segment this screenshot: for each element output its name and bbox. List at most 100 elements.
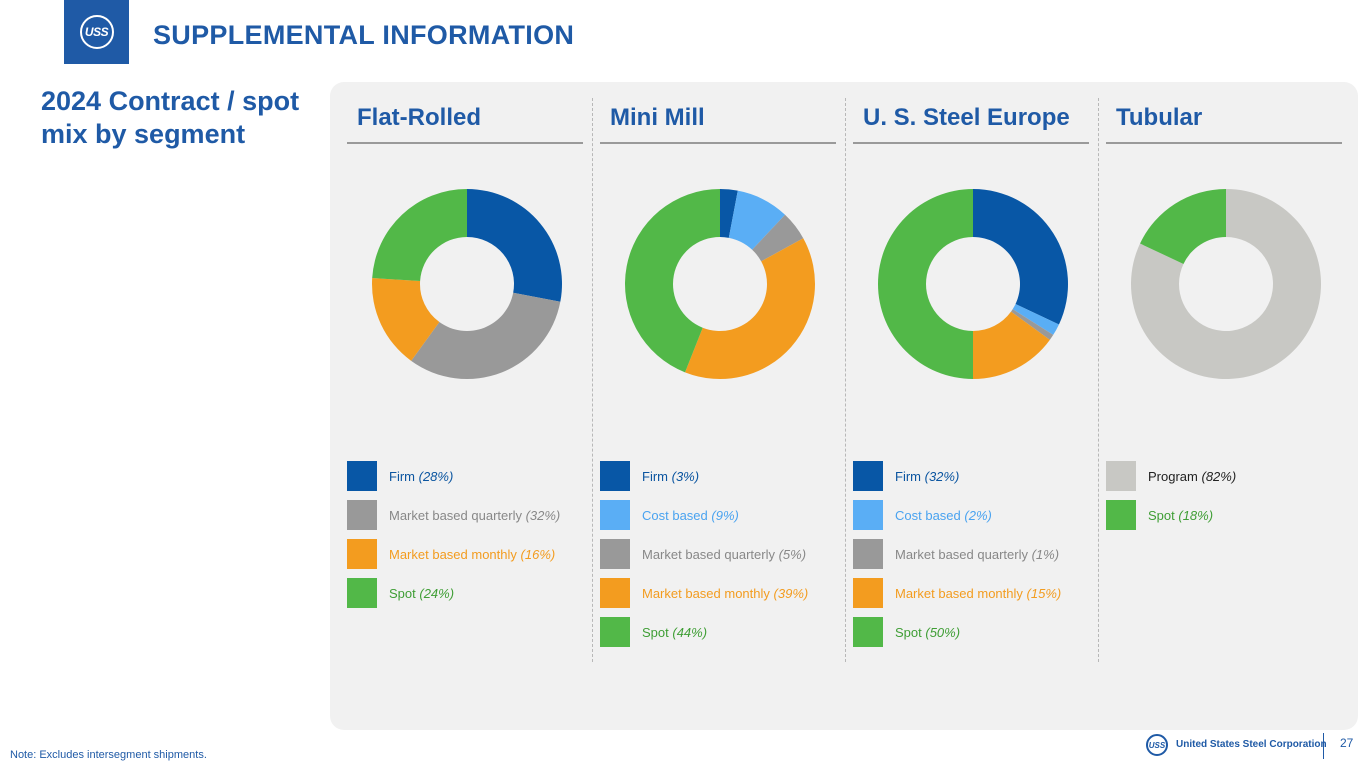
legend-swatch: [600, 578, 630, 608]
legend-label-text: Market based quarterly: [389, 508, 522, 523]
legend-label: Spot (18%): [1148, 508, 1213, 523]
donut-chart: [878, 189, 1068, 379]
legend-label-text: Firm: [642, 469, 668, 484]
segment-title: U. S. Steel Europe: [863, 104, 1070, 131]
legend-label: Market based quarterly (5%): [642, 547, 806, 562]
legend-label-percent: (3%): [671, 469, 700, 484]
legend-swatch: [600, 461, 630, 491]
legend-swatch: [853, 461, 883, 491]
legend-swatch: [600, 539, 630, 569]
segment-mini-mill: Mini Mill Firm (3%) Cost based (9%) Market …: [600, 82, 836, 730]
legend-label-text: Cost based: [642, 508, 708, 523]
uss-logo-mark: USS: [79, 15, 114, 49]
footer-company-name: United States Steel Corporation: [1176, 739, 1327, 750]
legend-label: Cost based (2%): [895, 508, 992, 523]
donut-slice-firm: [467, 189, 562, 302]
legend-label-percent: (18%): [1178, 508, 1214, 523]
legend-label: Spot (50%): [895, 625, 960, 640]
donut-slice-market-based-monthly: [372, 278, 440, 361]
legend-label-percent: (16%): [520, 547, 556, 562]
legend-label-percent: (39%): [773, 586, 809, 601]
legend-swatch: [1106, 461, 1136, 491]
donut-slice-market-based-monthly: [973, 311, 1050, 379]
page-title: SUPPLEMENTAL INFORMATION: [153, 20, 575, 50]
legend-swatch: [347, 539, 377, 569]
segment-title-underline: [600, 142, 836, 144]
legend-label: Cost based (9%): [642, 508, 739, 523]
legend-label-text: Spot: [642, 625, 669, 640]
legend-label: Market based monthly (15%): [895, 586, 1061, 601]
donut-slice-spot: [878, 189, 973, 379]
donut-slice-spot: [372, 189, 467, 282]
legend-label-text: Market based quarterly: [642, 547, 775, 562]
donut-slice-program: [1131, 189, 1321, 379]
legend-label: Market based quarterly (1%): [895, 547, 1059, 562]
legend-label-percent: (1%): [1031, 547, 1060, 562]
segment-title-underline: [1106, 142, 1342, 144]
legend-label-percent: (15%): [1026, 586, 1062, 601]
segment-title: Tubular: [1116, 104, 1203, 131]
legend-swatch: [347, 578, 377, 608]
legend-swatch: [347, 500, 377, 530]
legend-label: Firm (32%): [895, 469, 959, 484]
segment-title-underline: [347, 142, 583, 144]
donut-slice-market-based-monthly: [685, 238, 815, 379]
legend-label-percent: (44%): [672, 625, 708, 640]
donut-chart: [1131, 189, 1321, 379]
donut-slice-spot: [625, 189, 720, 373]
donut-slice-spot: [1140, 189, 1226, 264]
uss-logo: USS: [64, 0, 129, 64]
segment-title-underline: [853, 142, 1089, 144]
legend-swatch: [1106, 500, 1136, 530]
donut-slice-market-based-quarterly: [752, 214, 804, 262]
legend-label-percent: (9%): [711, 508, 739, 523]
segment-tubular: Tubular Program (82%) Spot (18%): [1106, 82, 1342, 730]
legend-label-text: Firm: [895, 469, 921, 484]
legend-label-percent: (50%): [925, 625, 961, 640]
legend-label-percent: (32%): [924, 469, 960, 484]
legend-label-text: Spot: [895, 625, 922, 640]
legend-label-text: Spot: [1148, 508, 1175, 523]
legend-label: Market based monthly (16%): [389, 547, 555, 562]
legend-label: Firm (28%): [389, 469, 453, 484]
legend-label: Market based quarterly (32%): [389, 508, 560, 523]
donut-slice-market-based-quarterly: [1011, 309, 1054, 340]
legend-label: Firm (3%): [642, 469, 699, 484]
footer-logo: USS: [1146, 734, 1168, 756]
donut-chart: [625, 189, 815, 379]
legend-swatch: [853, 617, 883, 647]
legend-label-text: Market based monthly: [389, 547, 517, 562]
legend-swatch: [600, 617, 630, 647]
legend-swatch: [853, 500, 883, 530]
segment-title: Flat-Rolled: [357, 104, 481, 131]
legend-label-text: Market based quarterly: [895, 547, 1028, 562]
legend-label: Program (82%): [1148, 469, 1236, 484]
donut-slice-cost-based: [1012, 304, 1059, 335]
legend-label: Spot (24%): [389, 586, 454, 601]
segment-title: Mini Mill: [610, 104, 705, 131]
segments-panel: Flat-Rolled Firm (28%) Market based quarte…: [330, 82, 1358, 730]
segment-divider: [1098, 98, 1099, 662]
donut-slice-market-based-quarterly: [411, 292, 561, 379]
donut-slice-firm: [973, 189, 1068, 325]
legend-label-percent: (28%): [418, 469, 454, 484]
legend-label-percent: (32%): [525, 508, 561, 523]
footer-separator: [1323, 733, 1324, 759]
donut-chart: [372, 189, 562, 379]
legend-label-text: Market based monthly: [642, 586, 770, 601]
chart-subtitle: 2024 Contract / spot mix by segment: [41, 86, 300, 149]
legend-swatch: [853, 578, 883, 608]
segment-flat-rolled: Flat-Rolled Firm (28%) Market based quarte…: [347, 82, 583, 730]
legend-label-text: Market based monthly: [895, 586, 1023, 601]
legend-label-percent: (5%): [778, 547, 807, 562]
donut-slice-firm: [720, 189, 738, 238]
legend-label-text: Cost based: [895, 508, 961, 523]
legend-swatch: [347, 461, 377, 491]
legend-label: Market based monthly (39%): [642, 586, 808, 601]
segment-divider: [592, 98, 593, 662]
footnote: Note: Excludes intersegment shipments.: [10, 749, 207, 761]
segment-u-s-steel-europe: U. S. Steel Europe Firm (32%) Cost based (…: [853, 82, 1089, 730]
legend-label: Spot (44%): [642, 625, 707, 640]
legend-label-text: Spot: [389, 586, 416, 601]
page-number: 27: [1340, 736, 1354, 750]
